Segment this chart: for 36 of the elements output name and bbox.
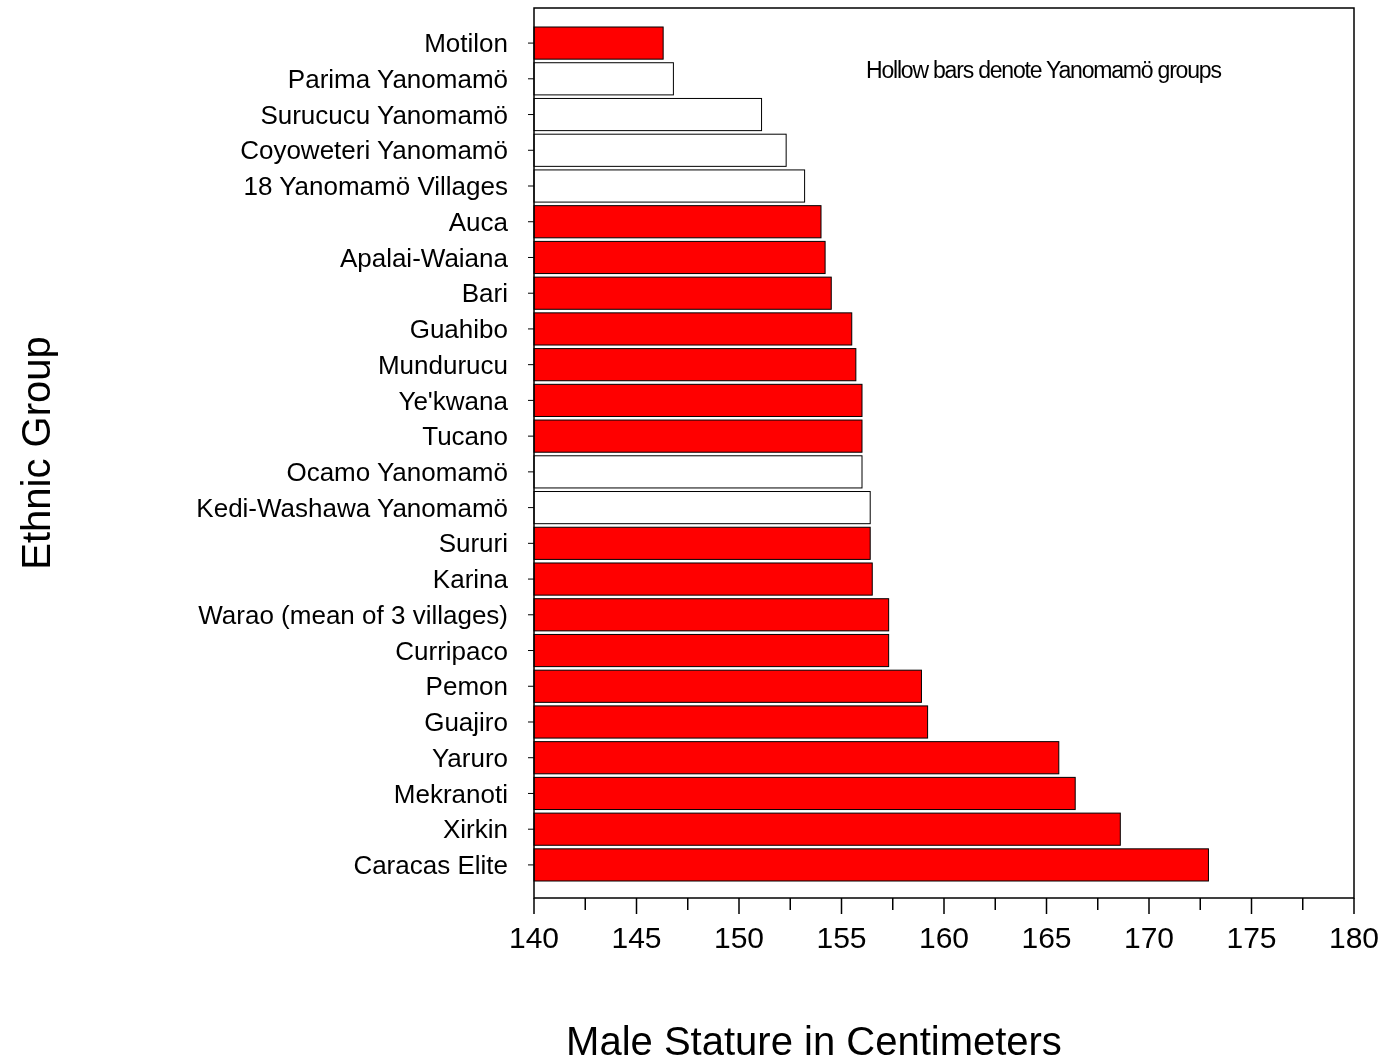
y-tick-label: Warao (mean of 3 villages) <box>198 599 508 630</box>
y-tick-label: Tucano <box>422 421 508 452</box>
y-tick-label: Yaruro <box>431 742 508 773</box>
y-tick-label: Sururi <box>438 528 508 559</box>
y-tick-label: Bari <box>461 278 508 309</box>
x-tick-label: 150 <box>713 921 765 954</box>
y-tick-label: Mekranoti <box>393 778 508 809</box>
y-tick-label: Kedi-Washawa Yanomamö <box>196 492 508 523</box>
y-tick-label: Pemon <box>425 671 508 702</box>
x-tick-label: 170 <box>1123 921 1175 954</box>
y-tick-label: Parima Yanomamö <box>287 63 508 94</box>
y-tick-label: Guahibo <box>409 314 508 345</box>
x-tick-label: 155 <box>816 921 867 954</box>
y-tick-label: Mundurucu <box>377 349 508 380</box>
y-tick-label: Caracas Elite <box>353 850 508 881</box>
y-tick-label: Motilon <box>424 28 508 59</box>
y-tick-label: Ocamo Yanomamö <box>286 456 508 487</box>
y-tick-label: Ye'kwana <box>398 385 509 416</box>
y-tick-label: Apalai-Waiana <box>339 242 509 273</box>
x-tick-label: 145 <box>611 921 662 954</box>
x-axis-title: Male Stature in Centimeters <box>566 1019 1062 1063</box>
y-tick-label: 18 Yanomamö Villages <box>243 171 508 202</box>
y-axis-title: Ethnic Group <box>14 336 58 570</box>
x-tick-label: 175 <box>1226 921 1277 954</box>
y-tick-label: Karina <box>432 564 509 595</box>
x-tick-label: 160 <box>918 921 970 954</box>
y-tick-label: Surucucu Yanomamö <box>260 99 508 130</box>
y-tick-label: Guajiro <box>424 707 508 738</box>
y-tick-label: Curripaco <box>395 635 508 666</box>
x-tick-label: 140 <box>508 921 560 954</box>
x-tick-label: 165 <box>1021 921 1072 954</box>
y-tick-label: Coyoweteri Yanomamö <box>240 135 508 166</box>
annotation: Hollow bars denote Yanomamö groups <box>866 57 1222 83</box>
y-tick-label: Xirkin <box>442 814 508 845</box>
y-tick-label: Auca <box>448 206 509 237</box>
x-tick-label: 180 <box>1328 921 1380 954</box>
